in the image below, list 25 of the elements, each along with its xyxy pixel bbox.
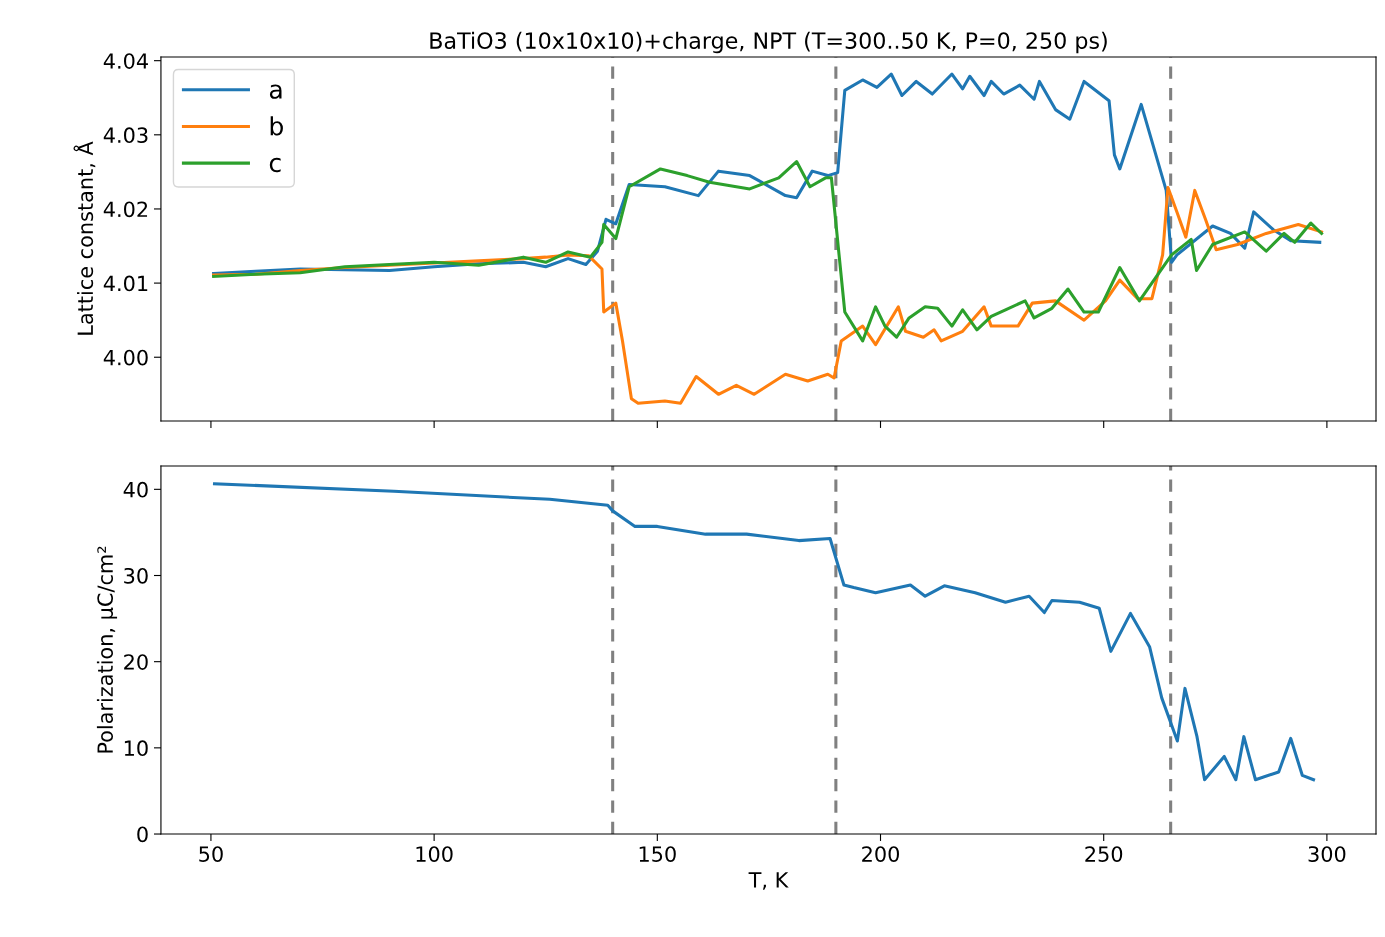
y-tick-label: 4.02 xyxy=(103,201,148,218)
x-tick-label: 100 xyxy=(416,846,453,862)
x-tick-label: 300 xyxy=(1308,846,1346,862)
y-tick-label: 40 xyxy=(123,481,148,498)
line-series xyxy=(212,482,1316,782)
y-tick-label: 4.00 xyxy=(103,349,148,366)
x-tick-label: 50 xyxy=(199,846,223,862)
y-tick-label: 0 xyxy=(137,826,148,843)
y-tick-label: 4.01 xyxy=(103,275,148,292)
x-tick-label: 150 xyxy=(639,846,676,862)
line-series xyxy=(212,159,1324,343)
y-axis-title: Lattice constant, Å xyxy=(73,141,96,335)
legend-label: b xyxy=(270,116,283,136)
legend-label: a xyxy=(269,84,282,99)
y-tick-label: 30 xyxy=(124,567,148,584)
x-axis-title: T, K xyxy=(748,872,789,890)
x-tick-label: 200 xyxy=(862,846,900,862)
y-tick-label: 4.03 xyxy=(103,127,148,144)
y-axis-title: Polarization, μC/cm² xyxy=(96,546,118,753)
chart-title: BaTiO3 (10x10x10)+charge, NPT (T=300..50 K, P=0, 250 ps) xyxy=(430,31,1107,54)
y-tick-label: 4.04 xyxy=(103,53,148,69)
x-tick-label: 250 xyxy=(1085,846,1123,862)
y-tick-label: 10 xyxy=(124,740,148,757)
y-tick-label: 20 xyxy=(124,654,148,670)
legend-label: c xyxy=(269,157,281,173)
